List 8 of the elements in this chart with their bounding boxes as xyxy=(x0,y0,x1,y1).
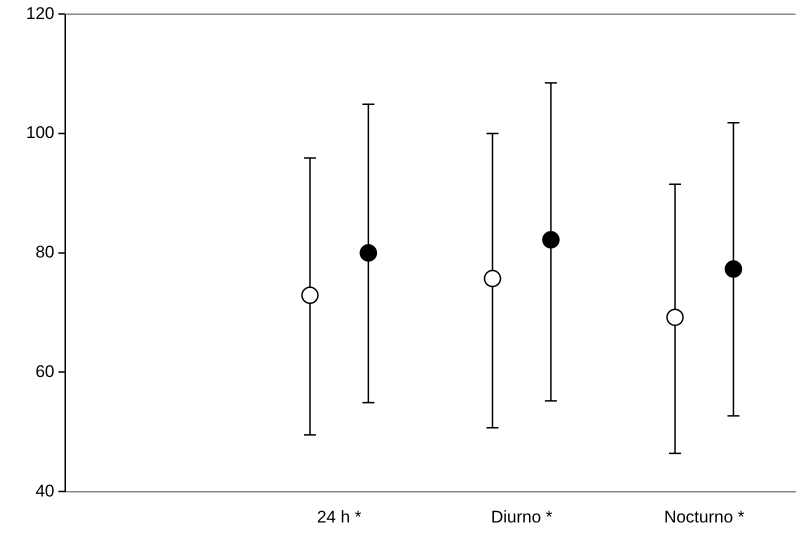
x-tick-label: Nocturno * xyxy=(664,507,745,526)
x-tick-label: 24 h * xyxy=(316,507,362,526)
y-tick-label: 80 xyxy=(35,242,54,262)
y-tick-label: 40 xyxy=(35,481,54,500)
y-tick-label: 60 xyxy=(35,362,54,381)
x-tick-label: Diurno * xyxy=(490,507,553,526)
y-tick-label: 120 xyxy=(26,4,54,23)
y-tick-label: 100 xyxy=(26,123,54,142)
